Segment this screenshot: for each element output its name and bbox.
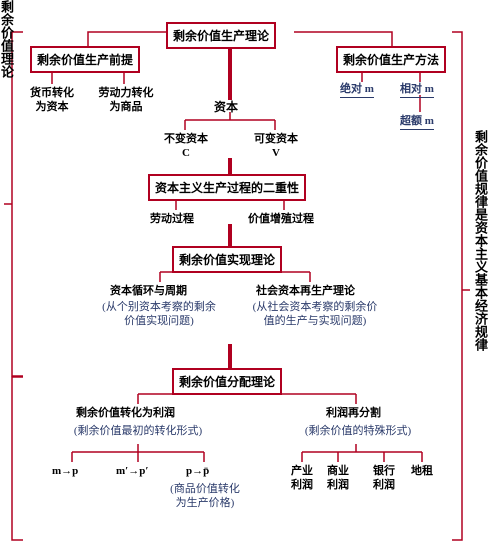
node-root: 剩余价值生产理论 [166, 22, 276, 49]
leaf-premise-b: 劳动力转化为商品 [96, 86, 156, 115]
paren-realize-a: (从个别资本考察的剩余价值实现问题) [100, 300, 218, 329]
paren-dist-right: (剩余价值的特殊形式) [298, 424, 418, 438]
leaf-split-d: 地租 [410, 464, 434, 478]
side-right: 剩余价值规律是资本主义基本经济规律 [474, 130, 487, 351]
leaf-split-b: 商业利润 [324, 464, 352, 493]
node-premise: 剩余价值生产前提 [30, 46, 140, 73]
leaf-dual-b: 价值增殖过程 [248, 212, 314, 226]
leaf-capital-a: 不变资本 C [158, 132, 214, 161]
leaf-dual-a: 劳动过程 [150, 212, 194, 226]
leaf-capital-b: 可变资本 V [248, 132, 304, 161]
side-left: 剩余价值理论 [0, 0, 13, 78]
leaf-premise-a: 货币转化为资本 [28, 86, 76, 115]
node-capital: 资本 [214, 100, 238, 116]
leaf-dist-right: 利润再分割 [326, 406, 381, 420]
node-duality: 资本主义生产过程的二重性 [148, 174, 306, 201]
paren-realize-b: (从社会资本考察的剩余价值的生产与实现问题) [250, 300, 380, 329]
leaf-split-a: 产业利润 [288, 464, 316, 493]
node-dist: 剩余价值分配理论 [172, 368, 282, 395]
node-realize: 剩余价值实现理论 [172, 246, 282, 273]
paren-dist-left: (剩余价值最初的转化形式) [54, 424, 222, 438]
leaf-profit-c: p→p̄ [186, 464, 209, 478]
leaf-method-a: 绝对 m [340, 82, 374, 98]
leaf-realize-a: 资本循环与周期 [110, 284, 187, 298]
leaf-split-c: 银行利润 [370, 464, 398, 493]
leaf-method-b: 相对 m [400, 82, 434, 98]
leaf-realize-b: 社会资本再生产理论 [256, 284, 355, 298]
leaf-method-c: 超额 m [400, 114, 434, 130]
paren-profit-c: (商品价值转化为生产价格) [170, 482, 240, 511]
leaf-profit-b: m′→p′ [116, 464, 148, 478]
leaf-profit-a: m→p [52, 464, 78, 478]
leaf-dist-left: 剩余价值转化为利润 [76, 406, 175, 420]
node-method: 剩余价值生产方法 [336, 46, 446, 73]
